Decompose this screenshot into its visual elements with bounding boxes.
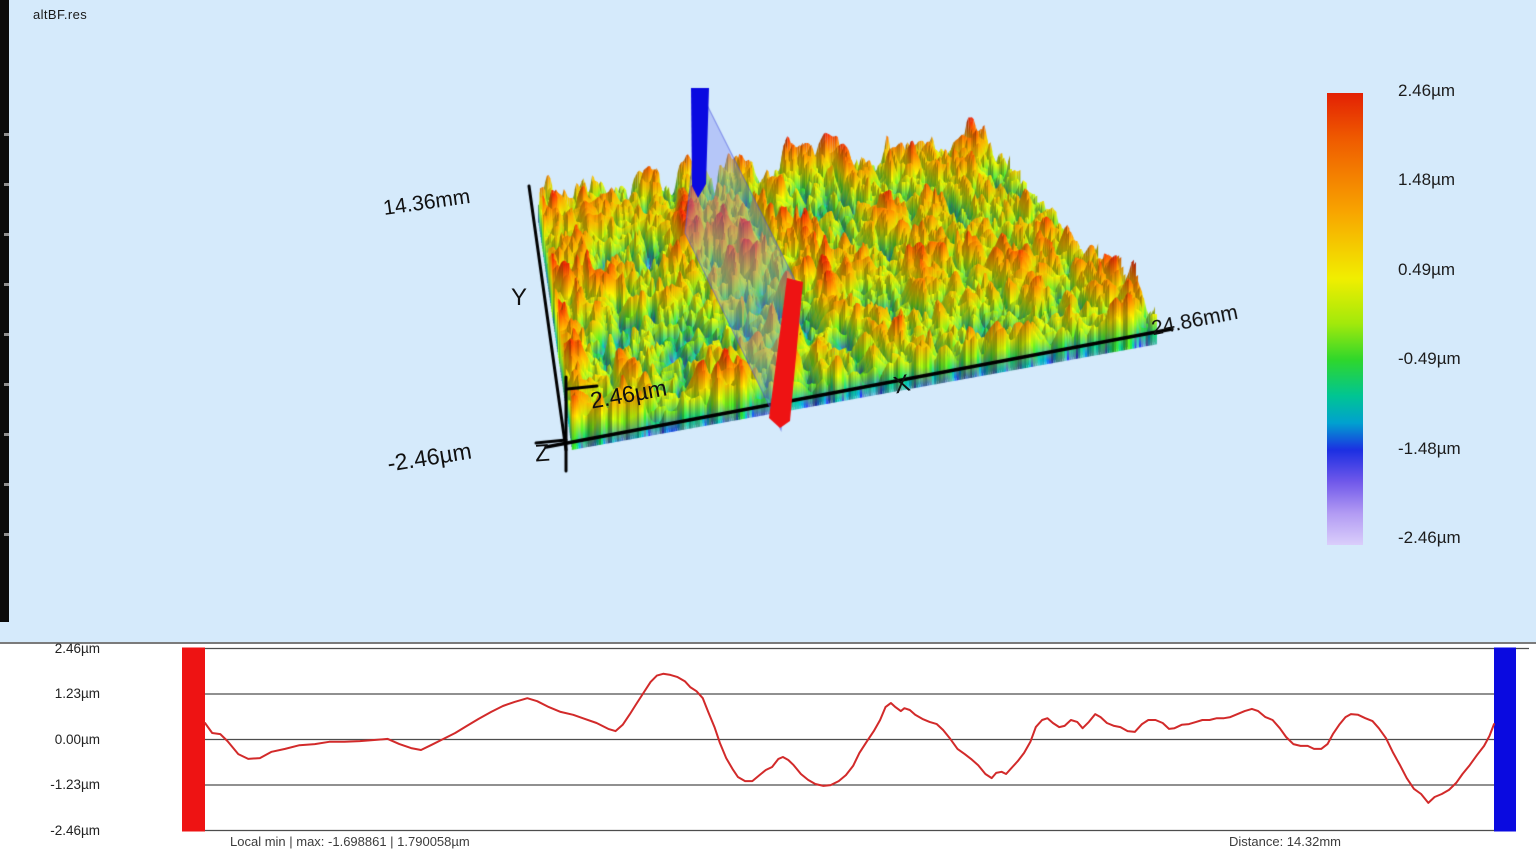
profile-red-cursor[interactable] [182,647,205,832]
panel-separator [0,642,1536,644]
colorbar-tick-label: -1.48µm [1398,438,1461,458]
profile-panel: Local min | max: -1.698861 | 1.790058µm … [0,640,1536,858]
ruler-ticks [4,86,9,566]
profile-trace [204,672,1495,804]
colorbar-tick-label: -2.46µm [1398,528,1461,547]
profile-ytick-label: 1.23µm [54,686,100,701]
distance-status: Distance: 14.32mm [1229,834,1341,849]
profile-chart [182,647,1529,832]
surface-view-panel: altBF.res 14.36mm Y 2.46µm -2.46µm Z X 2… [0,0,1536,643]
profile-blue-cursor[interactable] [1494,647,1516,832]
y-axis-letter: Y [511,284,528,311]
height-colorbar [1327,93,1363,545]
colorbar-tick-label: 1.48µm [1398,170,1456,190]
left-edge-ruler [0,0,9,622]
colorbar-tick-label: 0.49µm [1398,259,1456,279]
local-min-max-status: Local min | max: -1.698861 | 1.790058µm [230,834,470,849]
profile-ytick-label: -1.23µm [50,777,100,792]
profile-ytick-label: -2.46µm [50,822,100,838]
colorbar-tick-label: -0.49µm [1398,349,1461,369]
colorbar-tick-label: 2.46µm [1398,81,1456,100]
profile-ytick-label: 0.00µm [54,731,100,747]
z-axis-letter: Z [534,439,551,468]
profile-ytick-label: 2.46µm [54,640,100,656]
file-title: altBF.res [33,7,88,22]
surface-3d-view[interactable] [0,0,1536,643]
